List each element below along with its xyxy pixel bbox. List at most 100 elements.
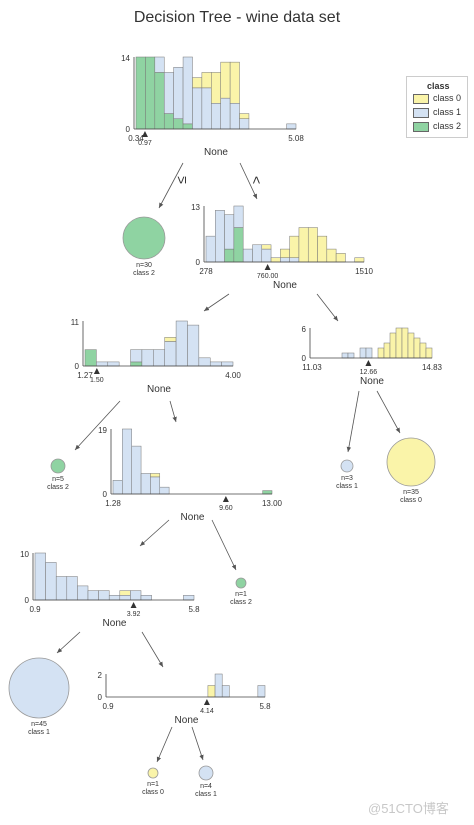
leaf-count-label: n=45: [31, 721, 47, 728]
y-min-label: 0: [126, 125, 131, 134]
hist-bar: [335, 253, 346, 263]
hist-bar: [153, 349, 165, 367]
hist-bar: [221, 361, 234, 367]
split-marker-icon: [365, 360, 372, 366]
x-max-label: 14.83: [422, 363, 443, 372]
hist-bar: [262, 490, 273, 495]
edge-label-right: >: [248, 176, 264, 184]
leaf-class-label: class 1: [28, 729, 50, 736]
hist-bar: [77, 585, 89, 601]
hist-bar: [239, 118, 250, 130]
hist-bar: [207, 685, 216, 698]
legend-label-class-1: class 1: [433, 107, 462, 117]
hist-bar: [145, 56, 156, 130]
tree-edge: [191, 726, 204, 761]
hist-bar: [154, 72, 165, 130]
hist-bar: [159, 486, 170, 495]
hist-bar: [224, 214, 235, 250]
hist-bar: [298, 227, 309, 263]
hist-bar: [164, 337, 177, 342]
hist-bar: [425, 347, 433, 359]
tree-edge: [141, 631, 164, 668]
x-min-label: 0.34: [128, 134, 144, 143]
hist-bar: [261, 248, 272, 263]
legend-swatch-class-0: [413, 94, 429, 104]
hist-bar: [201, 72, 212, 89]
hist-bar: [183, 595, 195, 601]
y-min-label: 0: [98, 693, 103, 702]
tree-edge: [158, 162, 184, 209]
split-value-label: 760.00: [257, 273, 279, 280]
y-min-label: 0: [75, 362, 80, 371]
split-marker-icon: [141, 131, 148, 137]
legend: class class 0 class 1 class 2: [406, 76, 468, 138]
hist-bar: [201, 87, 212, 130]
leaf-circle: [122, 216, 166, 260]
split-value-label: 9.60: [219, 505, 233, 512]
y-max-label: 10: [20, 550, 29, 559]
hist-bar: [377, 347, 385, 359]
hist-bar: [407, 332, 415, 359]
hist-bar: [239, 113, 250, 119]
histogram-node_l3: 19 01.28 13.00 9.60 None: [98, 426, 282, 523]
node-label: None: [360, 376, 384, 387]
leaf-class-label: class 0: [142, 789, 164, 796]
y-min-label: 0: [196, 258, 201, 267]
hist-bar: [163, 113, 174, 130]
hist-bar: [383, 342, 391, 359]
hist-bar: [224, 248, 235, 263]
histogram-root: 14 00.34 5.08 0.97 None: [121, 54, 304, 158]
legend-swatch-class-2: [413, 122, 429, 132]
leaf-count-label: n=4: [200, 783, 212, 790]
hist-bar: [261, 244, 272, 250]
split-value-label: 4.14: [200, 708, 214, 715]
tree-edge: [56, 631, 81, 654]
leaf-circle: [147, 767, 159, 779]
tree-edge: [139, 519, 170, 547]
hist-bar: [119, 590, 131, 596]
hist-bar: [242, 248, 253, 263]
y-max-label: 6: [302, 325, 307, 334]
split-marker-icon: [264, 264, 271, 270]
y-min-label: 0: [25, 596, 30, 605]
leaf-circle: [50, 458, 66, 474]
hist-bar: [150, 476, 161, 495]
leaf-class-label: class 1: [336, 483, 358, 490]
hist-bar: [289, 235, 300, 258]
node-label: None: [147, 384, 171, 395]
hist-bar: [317, 235, 328, 263]
hist-bar: [419, 342, 427, 359]
y-max-label: 11: [71, 318, 80, 327]
hist-bar: [163, 72, 174, 114]
hist-bar: [130, 349, 143, 363]
split-marker-icon: [222, 496, 229, 502]
x-max-label: 4.00: [225, 371, 241, 380]
y-max-label: 2: [98, 671, 103, 680]
hist-bar: [140, 473, 151, 495]
split-value-label: 12.66: [360, 369, 378, 376]
x-max-label: 1510: [355, 267, 373, 276]
hist-bar: [45, 562, 57, 601]
x-max-label: 5.8: [259, 702, 271, 711]
hist-bar: [341, 352, 349, 359]
hist-bar: [198, 357, 211, 367]
split-marker-icon: [203, 699, 210, 705]
watermark: @51CTO博客: [368, 801, 449, 816]
hist-bar: [130, 361, 143, 367]
hist-bar: [270, 257, 281, 263]
node-label: None: [273, 280, 297, 291]
hist-bar: [359, 347, 367, 359]
leaf-count-label: n=3: [341, 475, 353, 482]
split-marker-icon: [93, 368, 100, 374]
hist-bar: [154, 56, 165, 73]
leaf-circle: [8, 657, 70, 719]
leaf-count-label: n=30: [136, 262, 152, 269]
hist-bar: [173, 118, 184, 130]
